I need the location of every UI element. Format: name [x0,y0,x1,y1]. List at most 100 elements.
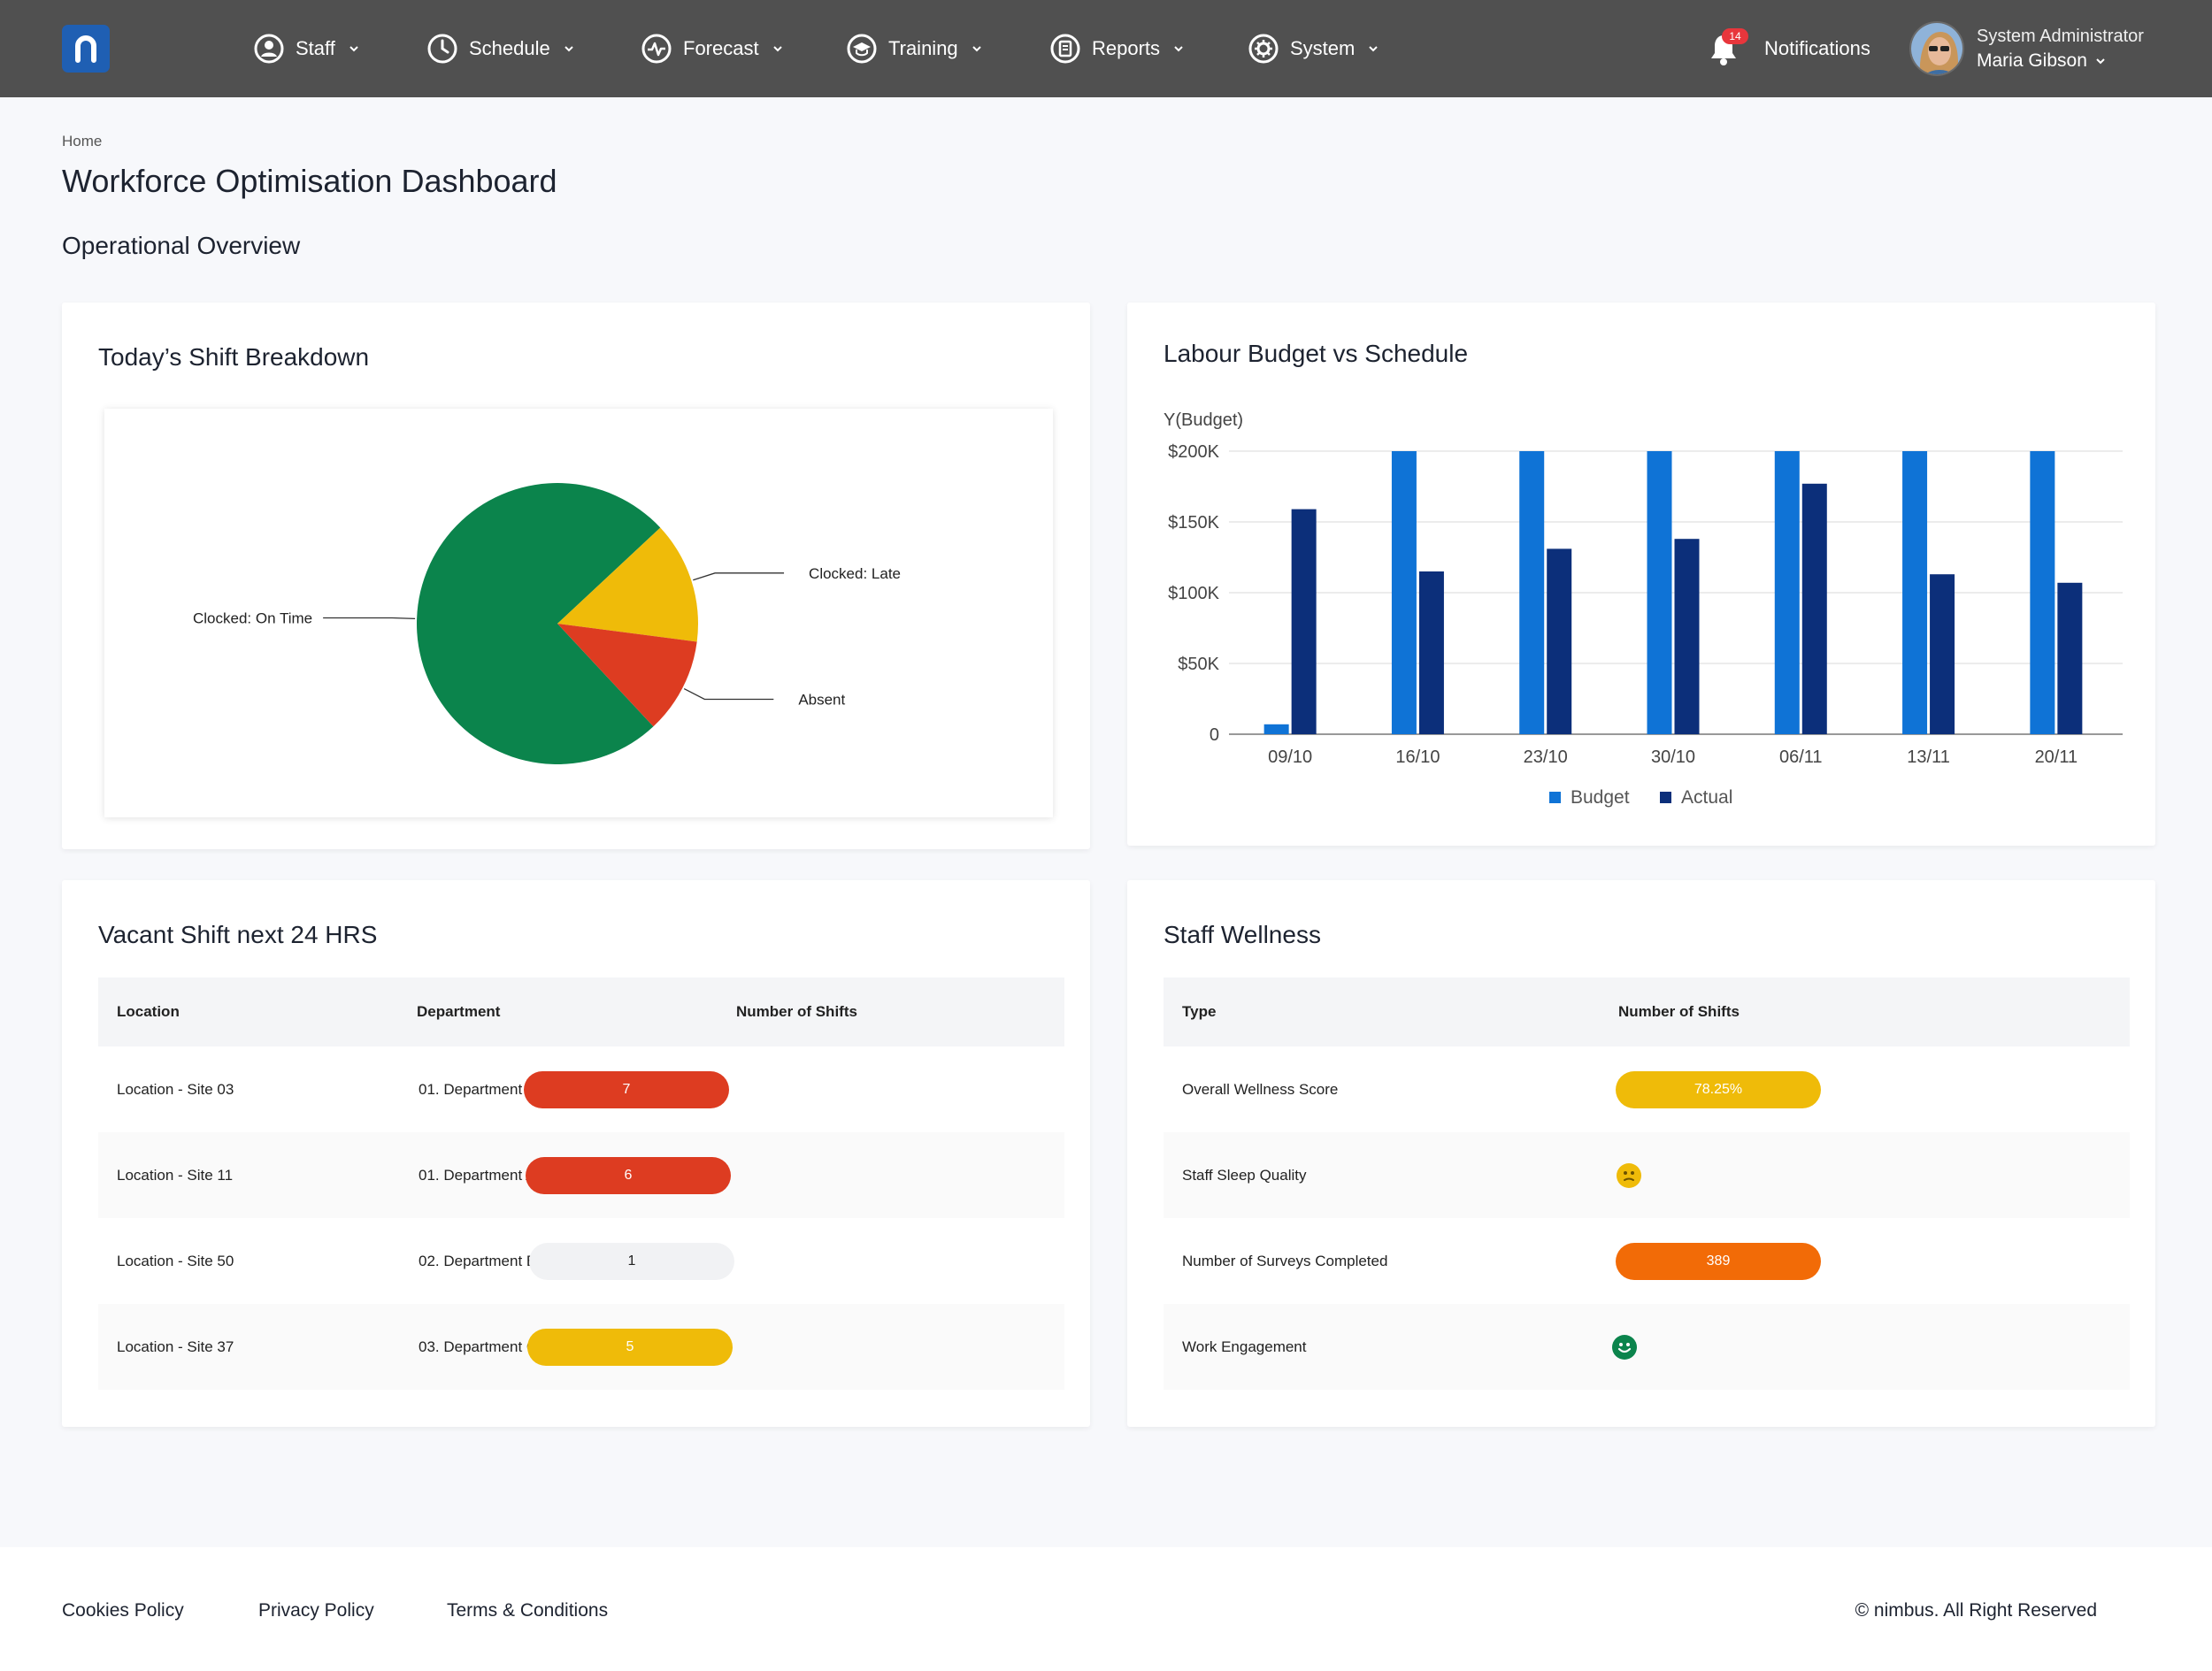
department-cell: 01. Department A [419,1167,536,1184]
nav-reports[interactable]: Reports [1049,30,1185,67]
pie-label: Clocked: On Time [193,609,312,626]
notification-count-badge: 14 [1722,28,1748,44]
shift-count-badge[interactable]: 6 [526,1157,731,1194]
table-row[interactable]: Overall Wellness Score 78.25% [1164,1046,2130,1132]
footer: Cookies Policy Privacy Policy Terms & Co… [0,1547,2212,1671]
pie-slice-clocked-late[interactable] [557,527,698,642]
wellness-value-badge[interactable]: 389 [1616,1243,1821,1280]
y-tick-label: 0 [1210,725,1219,745]
nimbus-logo[interactable] [62,25,110,73]
table-row[interactable]: Number of Surveys Completed 389 [1164,1218,2130,1304]
bar-actual[interactable] [1418,571,1444,734]
notifications-label[interactable]: Notifications [1764,37,1870,59]
chevron-down-icon [2096,57,2105,64]
pie-chart-panel: Clocked: On Time Clocked: Late Absent [104,409,1053,817]
privacy-policy-link[interactable]: Privacy Policy [258,1600,374,1621]
nav-schedule[interactable]: Schedule [426,30,575,67]
shift-count-badge[interactable]: 1 [529,1243,734,1280]
shift-count-badge[interactable]: 7 [524,1071,729,1108]
notifications[interactable]: 14 Notifications [1708,27,1870,71]
shift-count-badge[interactable]: 5 [527,1329,733,1366]
user-name[interactable]: Maria Gibson [1977,50,2144,72]
chevron-down-icon [971,42,983,55]
bar-actual[interactable] [2057,582,2083,734]
card-title: Vacant Shift next 24 HRS [98,921,378,948]
column-header: Number of Shifts [736,1003,857,1020]
staff-wellness-card: Staff Wellness Type Number of Shifts Ove… [1127,880,2155,1427]
nav-label: Schedule [469,37,550,59]
neutral-face-icon [1617,1163,1641,1188]
nav-forecast[interactable]: Forecast [641,30,784,67]
wellness-type-cell: Overall Wellness Score [1182,1081,1339,1098]
table-row[interactable]: Staff Sleep Quality [1164,1132,2130,1218]
nav-training[interactable]: Training [846,30,983,67]
column-header: Number of Shifts [1618,1003,1740,1020]
bar-chart: Y(Budget) 0 $50K $100K $150K $200K 09/10 16/10 2… [1164,410,2123,808]
main-nav: Staff Schedule Forecast Training Reports Syst… [0,0,2212,97]
y-axis-title: Y(Budget) [1164,410,1243,430]
nav-label: System [1290,37,1356,59]
bar-actual[interactable] [1930,574,1955,734]
nav-label: Forecast [683,37,759,59]
department-cell: 02. Department B [419,1253,537,1269]
legend-label: Budget [1571,787,1630,808]
nav-label: Reports [1092,37,1161,59]
bar-budget[interactable] [1519,451,1545,734]
location-cell: Location - Site 50 [117,1253,234,1269]
bar-budget[interactable] [1391,451,1417,734]
user-menu[interactable]: System Administrator Maria Gibson [1909,19,2144,78]
x-tick-label: 16/10 [1395,747,1440,767]
section-title: Operational Overview [62,232,301,259]
labour-budget-card: Labour Budget vs Schedule Y(Budget) 0 $50K… [1127,303,2155,846]
pie-leader-line [693,572,785,581]
table-row[interactable]: Work Engagement [1164,1304,2130,1390]
location-cell: Location - Site 11 [117,1167,234,1184]
bar-actual[interactable] [1291,509,1317,734]
avatar[interactable] [1909,21,1964,76]
copyright: © nimbus. All Right Reserved [1855,1600,2097,1621]
page-title: Workforce Optimisation Dashboard [62,163,557,199]
column-header: Type [1182,1003,1217,1020]
shift-breakdown-card: Today’s Shift Breakdown Clocked: On Time… [62,303,1090,849]
nav-system[interactable]: System [1248,30,1379,67]
chevron-down-icon [772,42,784,55]
legend-swatch-actual [1660,792,1671,803]
wellness-value-badge[interactable]: 78.25% [1616,1071,1821,1108]
bell-icon[interactable]: 14 [1708,28,1748,67]
chevron-down-icon [563,42,575,55]
pie-label: Absent [798,691,845,708]
nimbus-logo-icon [75,35,96,63]
breadcrumb[interactable]: Home [62,133,103,149]
pie-leader-line [683,688,774,701]
column-header: Department [417,1003,501,1020]
top-navigation-bar: Staff Schedule Forecast Training Reports Syst… [0,0,2212,97]
bar-actual[interactable] [1801,483,1827,734]
user-circle-icon [253,33,285,65]
bar-budget[interactable] [2030,451,2055,734]
bar-budget[interactable] [1263,724,1289,734]
bar-budget[interactable] [1902,451,1928,734]
clock-icon [426,33,458,65]
x-tick-label: 13/11 [1907,747,1950,767]
bar-budget[interactable] [1774,451,1800,734]
bar-actual[interactable] [1674,539,1700,734]
terms-conditions-link[interactable]: Terms & Conditions [447,1600,609,1621]
pie-slice-clocked-on-time[interactable] [416,483,661,765]
bar-budget[interactable] [1647,451,1672,734]
x-tick-label: 20/11 [2035,747,2078,767]
table-header: Location Department Number of Shifts [98,977,1064,1046]
nav-label: Training [888,37,958,59]
nav-staff[interactable]: Staff [253,30,360,67]
pie-chart: Clocked: On Time Clocked: Late Absent [193,483,901,765]
cookies-policy-link[interactable]: Cookies Policy [62,1600,184,1621]
card-title: Staff Wellness [1164,921,1321,948]
pie-slice-absent[interactable] [557,624,697,727]
y-tick-label: $50K [1178,655,1219,674]
bar-actual[interactable] [1547,548,1572,734]
wellness-type-cell: Work Engagement [1182,1338,1307,1355]
graduation-cap-icon [846,33,878,65]
